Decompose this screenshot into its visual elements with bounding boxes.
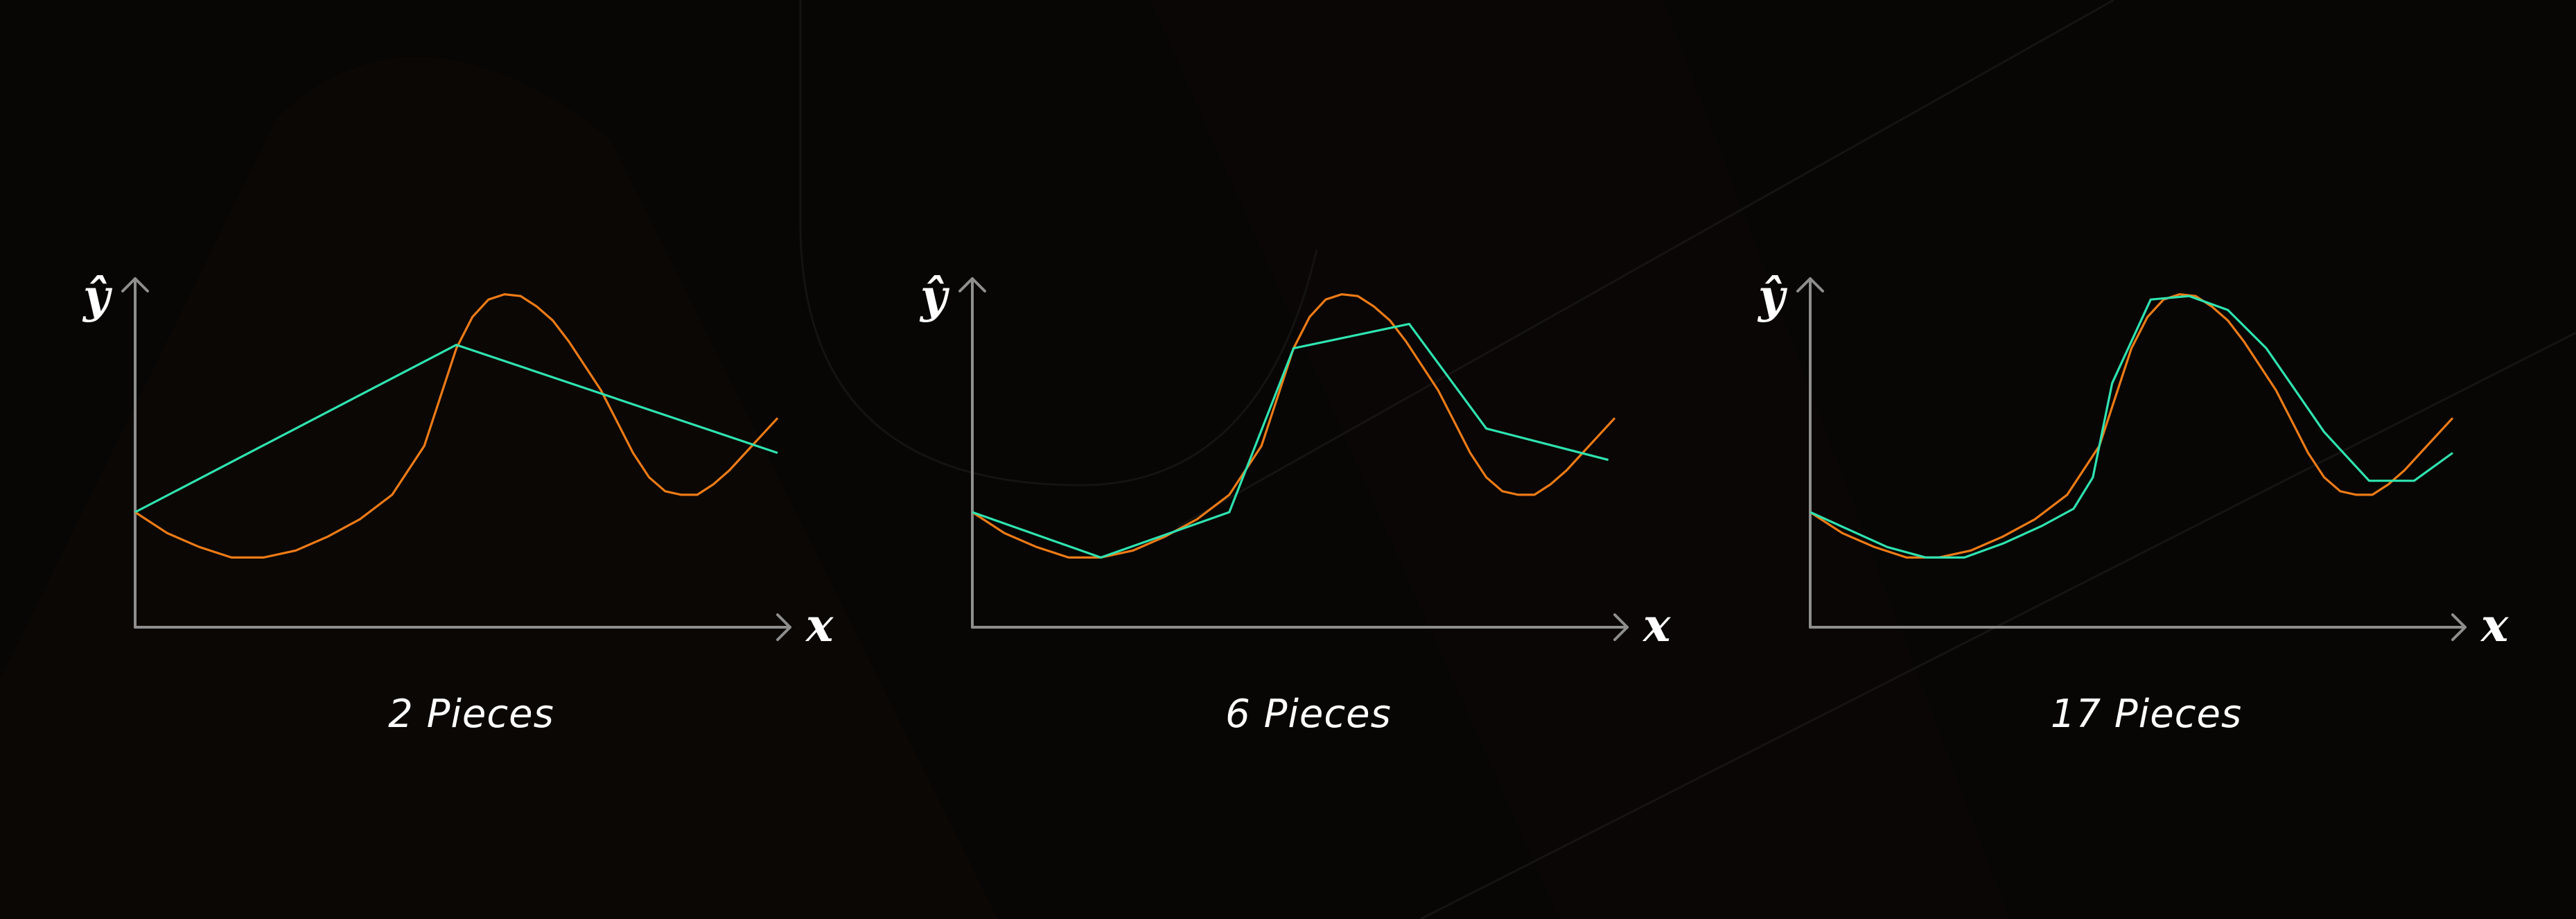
target-curve — [134, 292, 779, 559]
y-axis-label: ŷ — [919, 269, 950, 323]
y-axis-arrow — [121, 277, 149, 292]
x-axis-arrow — [1613, 613, 1629, 641]
x-axis-label: x — [1642, 598, 1671, 652]
chart-caption: 17 Pieces — [2050, 692, 2243, 737]
axes — [121, 277, 791, 641]
target-curve — [1810, 292, 2454, 559]
chart-plot-17-pieces: ŷ x — [1757, 269, 2509, 652]
chart-panel-17-pieces: ŷ x 17 Pieces — [1724, 243, 2569, 769]
piecewise-approximation — [1810, 295, 2453, 559]
y-axis-label: ŷ — [82, 269, 113, 323]
chart-caption: 6 Pieces — [1225, 692, 1392, 737]
x-axis-arrow — [776, 613, 791, 641]
chart-caption: 2 Pieces — [388, 692, 554, 737]
y-axis-arrow — [1796, 277, 1824, 292]
x-axis-label: x — [805, 598, 834, 652]
y-axis-label: ŷ — [1757, 269, 1788, 323]
chart-panel-2-pieces: ŷ x 2 Pieces — [49, 243, 894, 769]
x-axis-label: x — [2480, 598, 2509, 652]
axes — [1796, 277, 2467, 641]
axes — [958, 277, 1629, 641]
x-axis-arrow — [2451, 613, 2467, 641]
piecewise-approximation — [134, 344, 778, 514]
piecewise-approximation — [972, 322, 1609, 559]
chart-plot-6-pieces: ŷ x — [919, 269, 1671, 652]
y-axis-arrow — [958, 277, 986, 292]
chart-panel-6-pieces: ŷ x 6 Pieces — [886, 243, 1731, 769]
target-curve — [972, 292, 1616, 559]
chart-plot-2-pieces: ŷ x — [82, 269, 834, 652]
